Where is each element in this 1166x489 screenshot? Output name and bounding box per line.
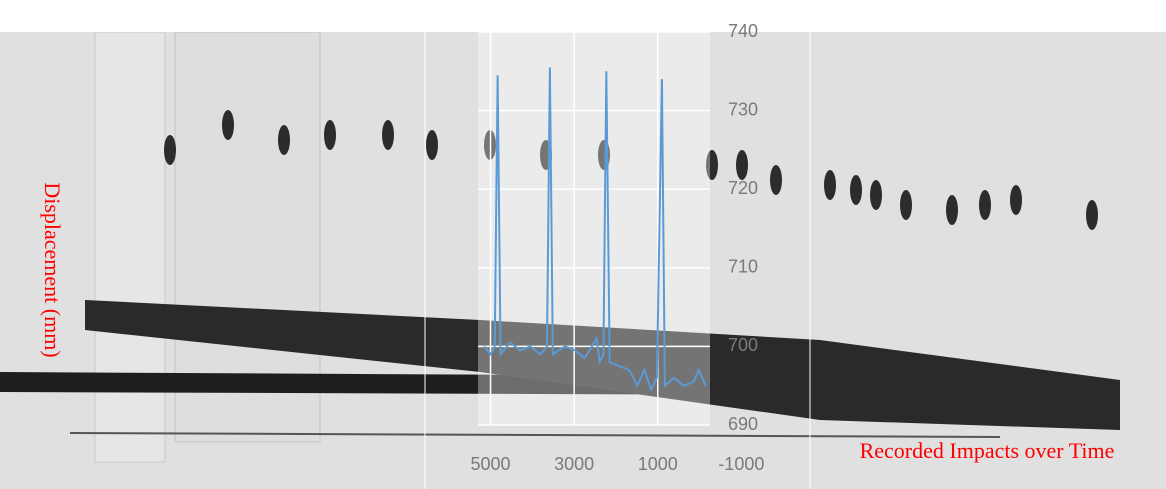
x-tick-label: 1000 [638, 454, 678, 474]
y-tick-label: 730 [728, 99, 758, 119]
x-axis-label: Recorded Impacts over Time [860, 438, 1115, 463]
y-tick-label: 720 [728, 178, 758, 198]
y-tick-label: 740 [728, 21, 758, 41]
y-tick-label: 710 [728, 257, 758, 277]
x-tick-label: -1000 [718, 454, 764, 474]
y-axis-label: Displacement (mm) [40, 182, 65, 357]
y-tick-label: 700 [728, 335, 758, 355]
y-tick-label: 690 [728, 414, 758, 434]
data-line [483, 67, 707, 393]
x-tick-label: 5000 [471, 454, 511, 474]
x-tick-label: 3000 [554, 454, 594, 474]
